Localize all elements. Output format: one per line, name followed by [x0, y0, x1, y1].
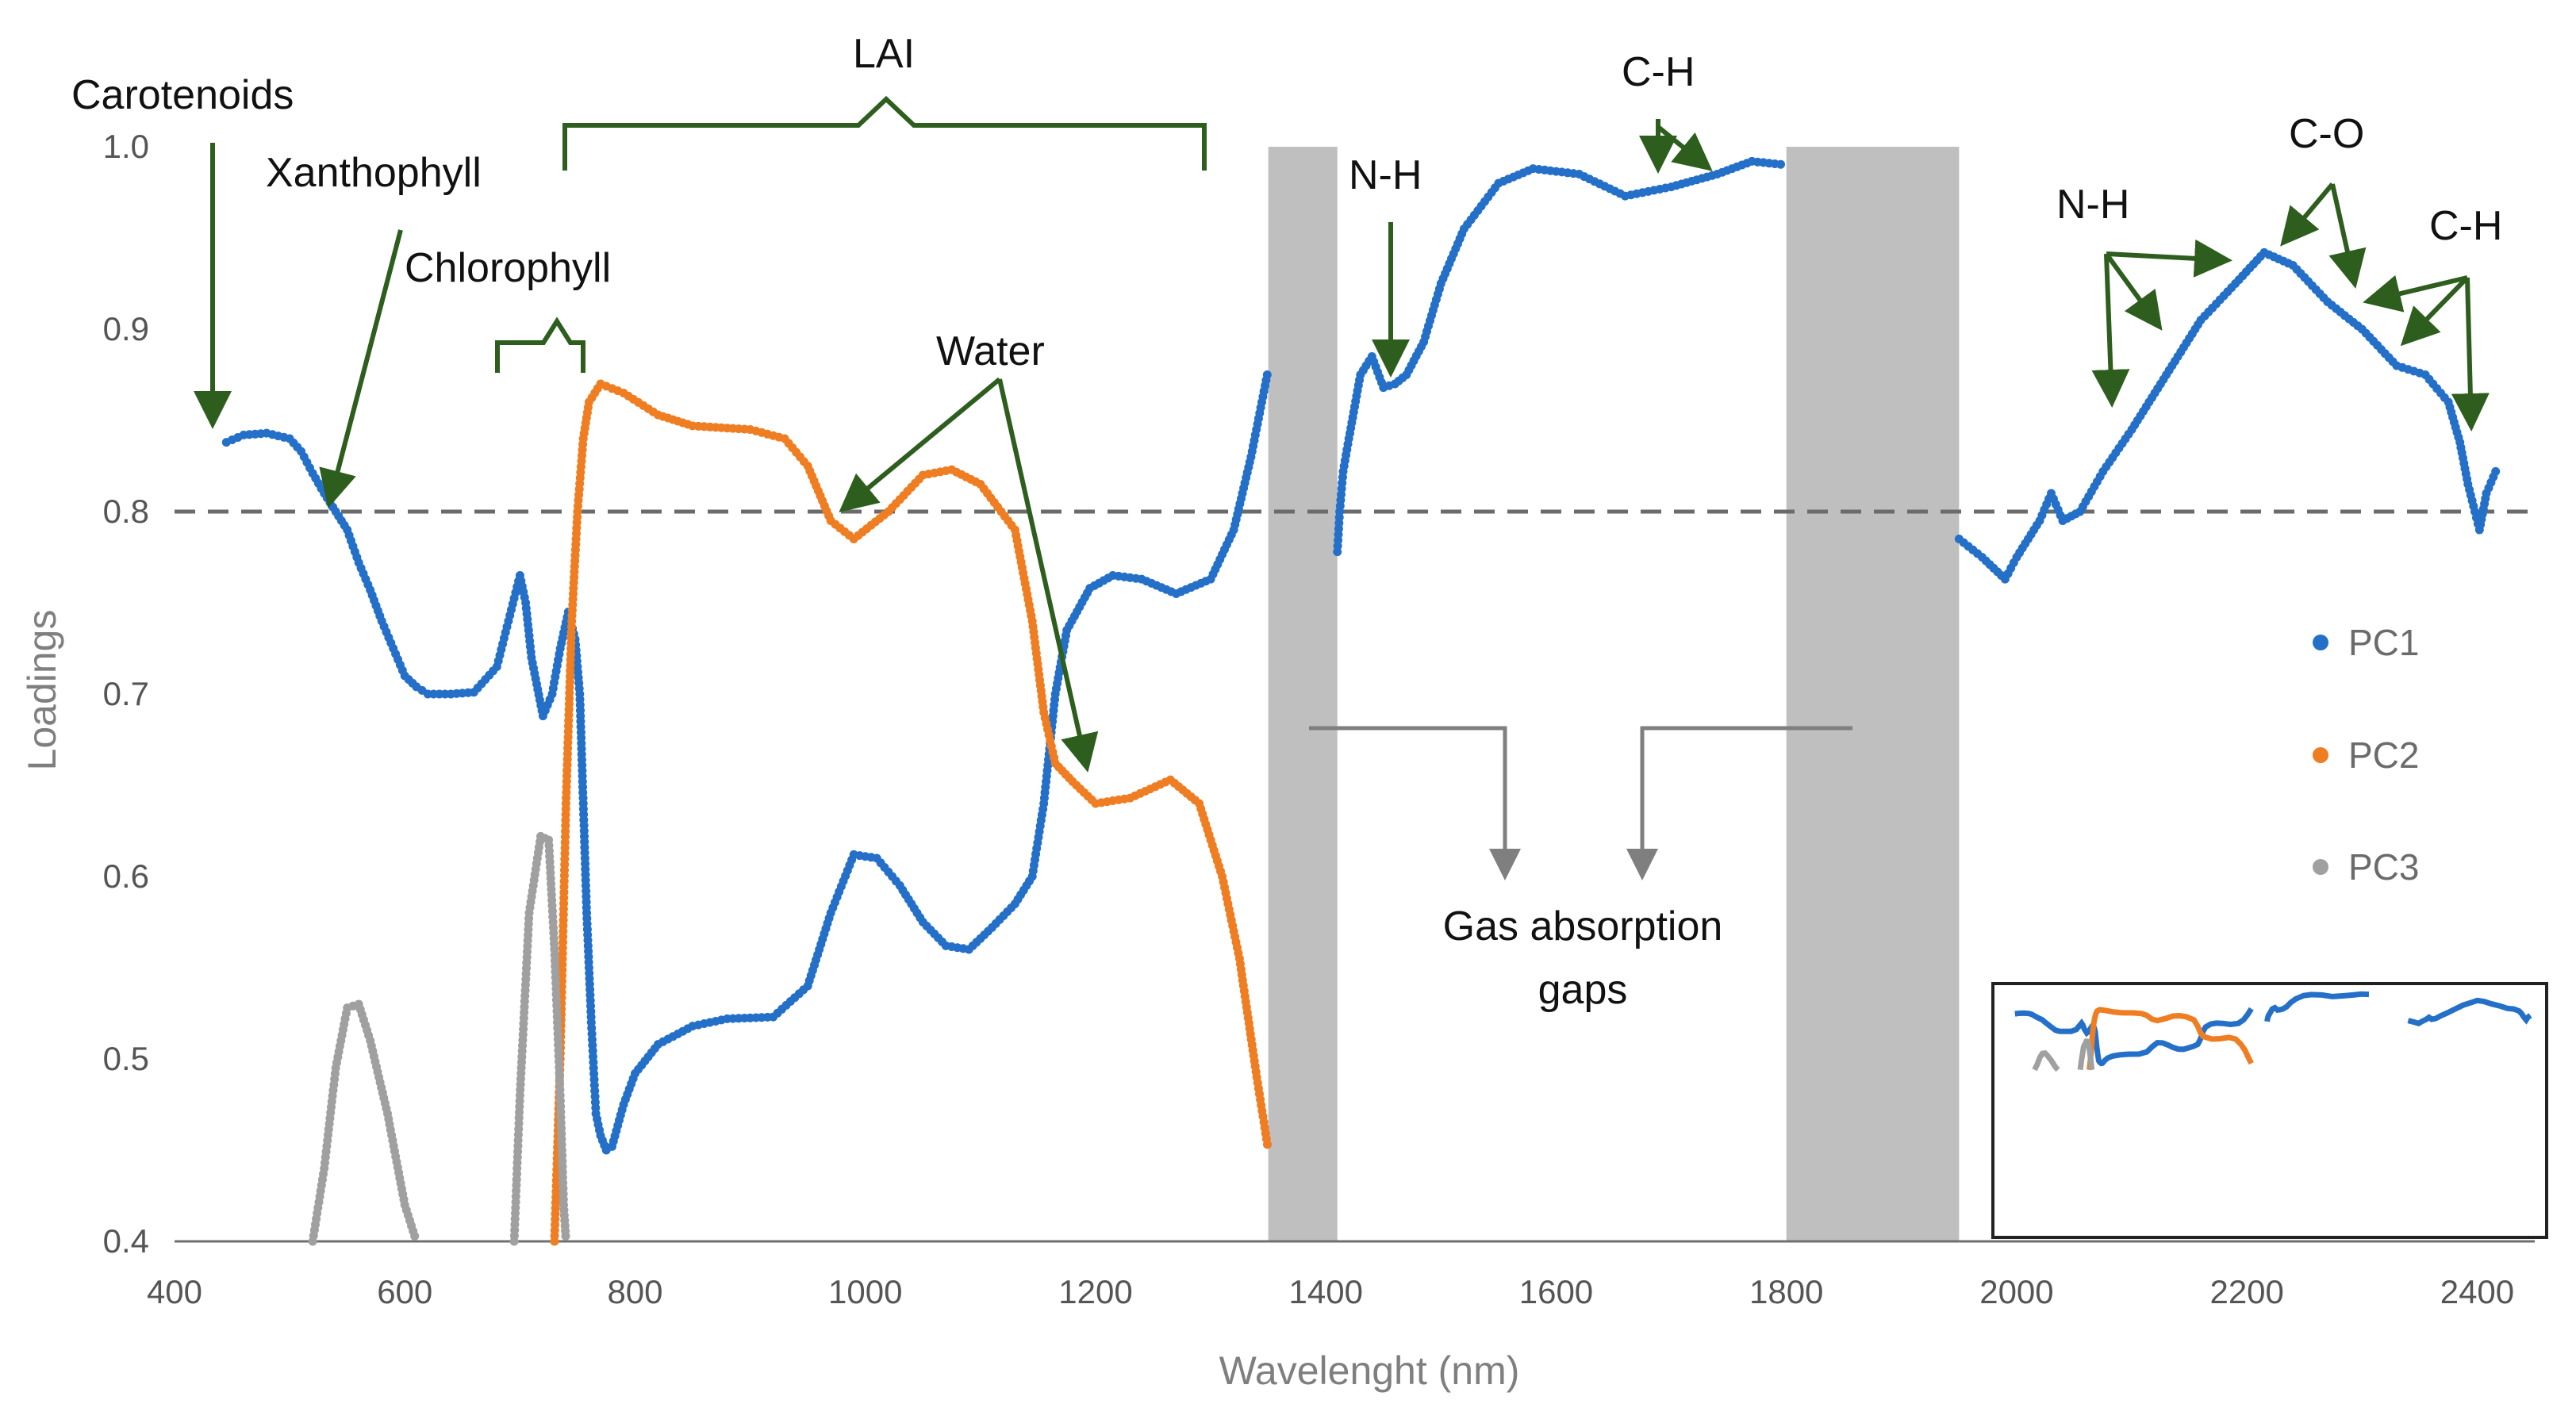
x-tick-label: 1800 — [1749, 1273, 1823, 1310]
x-tick-labels: 400 600 800 1000 1200 1400 1600 1800 2000 2200 240… — [147, 1273, 2514, 1310]
x-tick-label: 2200 — [2209, 1273, 2283, 1310]
gas-gap-callout — [1309, 726, 1852, 880]
legend-label-pc2: PC2 — [2348, 735, 2419, 776]
inset-curve-pc1 — [2407, 997, 2532, 1026]
label-carotenoids: Carotenoids — [71, 72, 294, 118]
inset-overview-panel — [1991, 982, 2548, 1239]
data-point — [561, 1231, 570, 1241]
gas-absorption-gaps — [1268, 147, 1960, 1241]
data-point — [410, 1231, 420, 1241]
series-pc3 — [308, 831, 570, 1246]
ch-arrow-1b — [1657, 125, 1713, 171]
label-co: C-O — [2289, 111, 2364, 157]
y-tick-label: 1.0 — [103, 128, 149, 165]
x-tick-label: 1000 — [828, 1273, 902, 1310]
x-tick-label: 1600 — [1519, 1273, 1593, 1310]
label-ch-2: C-H — [2429, 203, 2502, 249]
y-tick-label: 0.5 — [103, 1040, 149, 1077]
nh-arrow-2a — [2106, 239, 2232, 278]
series-pc2 — [550, 379, 1272, 1246]
inset-curve-pc1 — [2264, 991, 2370, 1022]
legend-marker-pc1 — [2313, 635, 2328, 650]
chlorophyll-bracket — [495, 316, 585, 373]
inset-curve-pc3 — [2032, 1050, 2060, 1072]
inset-curve-pc3 — [2077, 1038, 2095, 1071]
series-pc1 — [221, 156, 2501, 1155]
y-axis-title: Loadings — [20, 610, 64, 771]
lai-bracket — [562, 95, 1207, 171]
label-water: Water — [936, 328, 1045, 374]
label-xanthophyll: Xanthophyll — [266, 150, 482, 196]
water-arrow-1 — [839, 377, 1001, 512]
ch-arrow-2b — [2400, 275, 2470, 347]
legend-label-pc1: PC1 — [2348, 622, 2419, 663]
nh-arrow-2c — [2091, 253, 2130, 408]
ch-arrow-2c — [2451, 277, 2490, 432]
label-nh-1: N-H — [1349, 152, 1422, 198]
gas-gap-band-1 — [1268, 147, 1338, 1241]
x-tick-label: 400 — [147, 1273, 202, 1310]
water-arrow-2 — [997, 378, 1099, 773]
label-gaps: gaps — [1538, 967, 1628, 1013]
y-tick-label: 0.8 — [103, 493, 149, 530]
x-tick-label: 1400 — [1289, 1273, 1363, 1310]
y-tick-label: 0.7 — [103, 675, 149, 712]
data-point — [1263, 1140, 1272, 1149]
x-axis-title: Wavelenght (nm) — [1219, 1348, 1520, 1393]
label-chlorophyll: Chlorophyll — [405, 245, 611, 291]
gas-gap-band-2 — [1786, 147, 1960, 1241]
inset-curve-pc1 — [2014, 1007, 2254, 1067]
annotation-arrows — [194, 95, 2490, 773]
x-tick-label: 2400 — [2440, 1273, 2514, 1310]
label-gas-absorption: Gas absorption — [1443, 903, 1723, 949]
co-arrow-a — [2280, 182, 2335, 247]
label-lai: LAI — [853, 31, 915, 77]
legend-marker-pc3 — [2313, 859, 2328, 875]
label-ch-1: C-H — [1622, 49, 1695, 95]
x-tick-label: 800 — [607, 1273, 662, 1310]
data-point — [2491, 466, 2501, 476]
inset-curve-pc2 — [2087, 1007, 2254, 1071]
ch-arrow-2a — [2363, 274, 2468, 313]
legend: PC1 PC2 PC3 — [2313, 622, 2419, 888]
legend-marker-pc2 — [2313, 747, 2328, 763]
nh-arrow-2b — [2104, 252, 2163, 331]
data-point — [1776, 159, 1785, 169]
y-tick-label: 0.9 — [103, 310, 149, 347]
label-nh-2: N-H — [2056, 182, 2129, 228]
co-arrow-b — [2328, 183, 2367, 289]
data-series — [221, 156, 2501, 1246]
x-tick-label: 1200 — [1058, 1273, 1132, 1310]
x-tick-label: 600 — [377, 1273, 432, 1310]
legend-label-pc3: PC3 — [2348, 846, 2419, 888]
xanthophyll-arrow — [319, 229, 403, 508]
y-tick-label: 0.4 — [103, 1222, 149, 1260]
y-tick-label: 0.6 — [103, 857, 149, 895]
x-tick-label: 2000 — [1979, 1273, 2053, 1310]
data-point — [1262, 370, 1272, 379]
y-tick-labels: 0.4 0.5 0.6 0.7 0.8 0.9 1.0 — [103, 128, 149, 1260]
